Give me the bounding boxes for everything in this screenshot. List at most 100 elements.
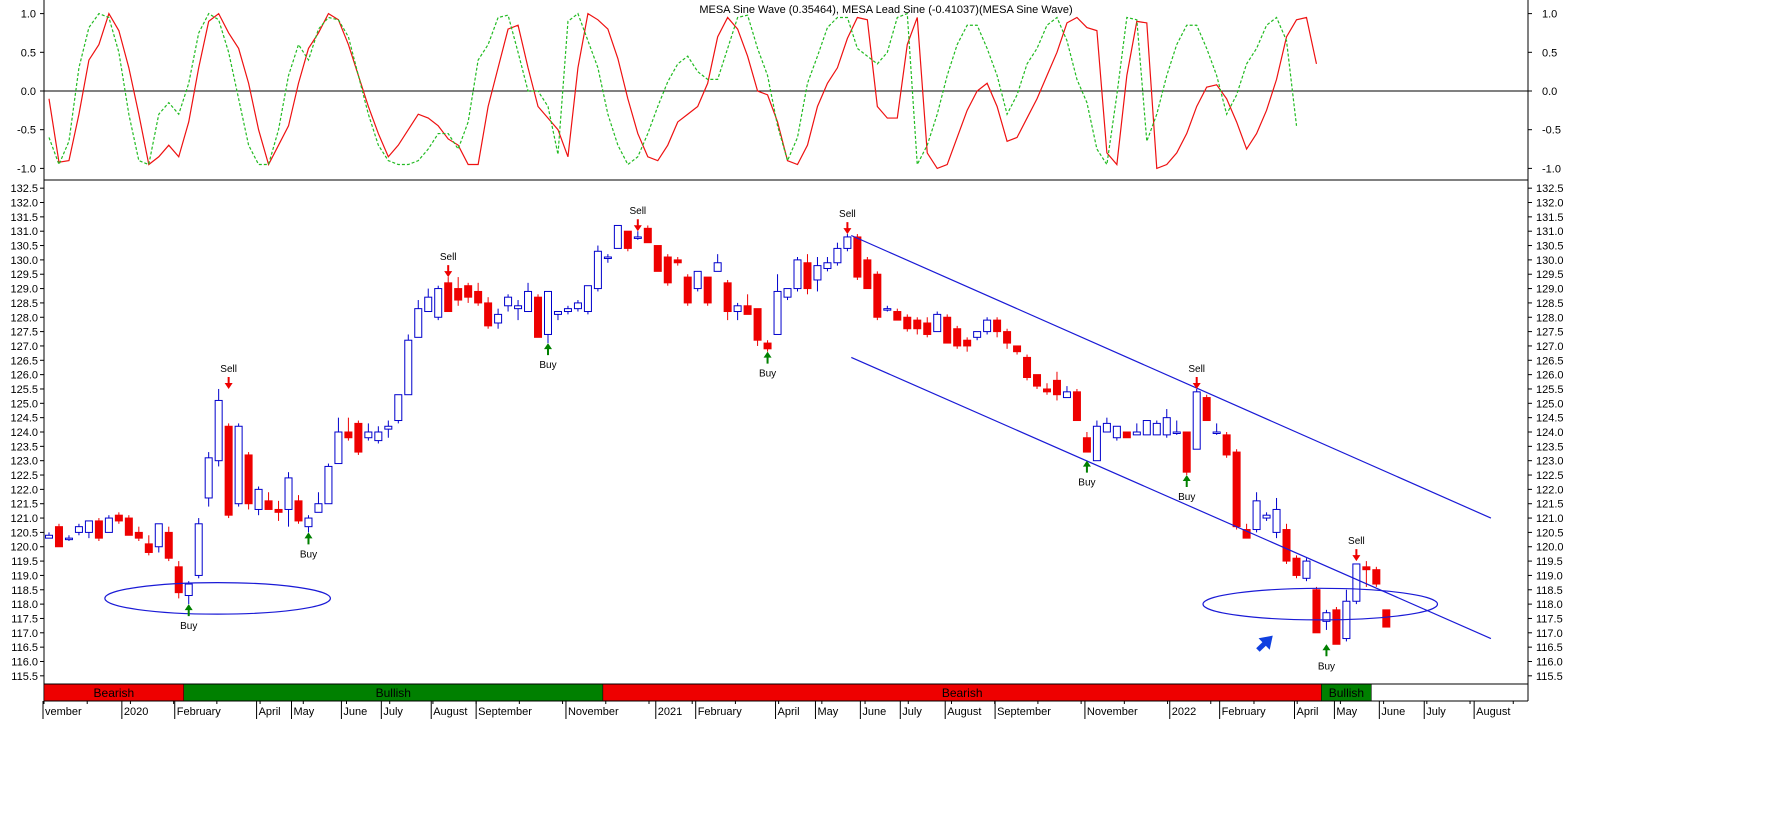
candle-down: [1033, 374, 1042, 387]
price-right-tick-label: 126.5: [1536, 355, 1564, 367]
sell-signal-label: Sell: [1348, 536, 1365, 547]
candle-up: [833, 247, 842, 264]
candle-down: [1003, 331, 1012, 344]
x-tick-label: May: [1336, 706, 1357, 718]
candle-down: [294, 500, 303, 522]
candle-down: [534, 296, 543, 338]
buy-signal-label: Buy: [1078, 478, 1095, 489]
candle-up: [1152, 422, 1161, 436]
candle-up: [1262, 514, 1271, 519]
candle-down: [114, 514, 123, 522]
candle-down: [943, 316, 952, 344]
sell-arrow-icon: [843, 222, 852, 235]
candle-up: [1162, 417, 1171, 436]
candle-up: [84, 520, 93, 533]
candle-down: [1043, 388, 1051, 393]
x-tick-label: February: [698, 706, 743, 718]
price-left-tick-label: 131.0: [10, 226, 38, 238]
candle-down: [224, 425, 233, 516]
price-left-tick-label: 128.0: [10, 312, 38, 324]
candle-up: [793, 259, 802, 290]
candle-down: [134, 531, 143, 539]
price-right-tick-label: 124.5: [1536, 413, 1564, 425]
price-right-tick-label: 118.0: [1536, 599, 1563, 611]
candle-down: [913, 319, 922, 330]
x-tick-label: July: [1426, 706, 1446, 718]
candle-down: [623, 230, 632, 249]
price-right-tick-label: 132.0: [1536, 198, 1564, 210]
candle-down: [1332, 609, 1341, 645]
buy-arrow-icon: [1322, 644, 1331, 657]
price-left-tick-label: 117.0: [11, 628, 38, 640]
candle-up: [603, 256, 612, 260]
buy-signal-label: Buy: [300, 549, 317, 560]
x-tick-label: April: [259, 706, 281, 718]
price-left-tick-label: 129.0: [10, 284, 38, 296]
candle-up: [1112, 425, 1121, 439]
candle-down: [723, 282, 732, 313]
candle-down: [643, 227, 652, 244]
osc-left-tick-label: 1.0: [21, 9, 36, 21]
x-tick-label: November: [568, 706, 619, 718]
candle-down: [1282, 529, 1291, 562]
candle-down: [474, 290, 483, 304]
x-tick-label: April: [1297, 706, 1319, 718]
candle-up: [1212, 431, 1221, 434]
price-left-tick-label: 132.0: [10, 198, 38, 210]
price-left-tick-label: 126.5: [10, 355, 38, 367]
price-left-tick-label: 118.5: [11, 585, 38, 597]
price-left-tick-label: 124.5: [10, 413, 38, 425]
osc-right-tick-label: -1.0: [1542, 163, 1561, 175]
sell-arrow-icon: [1352, 549, 1361, 562]
sell-signal-label: Sell: [629, 206, 646, 217]
x-tick-label: September: [997, 706, 1051, 718]
candle-up: [324, 465, 333, 505]
candle-down: [144, 543, 153, 553]
candle-up: [1172, 431, 1181, 434]
price-right-tick-label: 116.5: [1536, 642, 1563, 654]
candle-down: [653, 245, 662, 272]
candle-down: [1082, 437, 1091, 453]
price-right-tick-label: 129.5: [1536, 269, 1564, 281]
buy-arrow-icon: [763, 351, 772, 364]
buy-arrow-icon: [1182, 475, 1191, 488]
candle-up: [733, 305, 742, 313]
osc-left-tick-label: 0.0: [21, 86, 36, 98]
x-tick-label: June: [862, 706, 886, 718]
candle-up: [973, 331, 982, 338]
price-right-tick-label: 127.5: [1536, 327, 1564, 339]
channel-lower-line: [851, 356, 1492, 640]
candle-up: [1062, 391, 1071, 399]
price-left-tick-label: 131.5: [10, 212, 38, 224]
x-tick-label: July: [902, 706, 922, 718]
price-right-tick-label: 121.0: [1536, 513, 1564, 525]
candle-up: [254, 488, 263, 510]
x-tick-label: 2020: [124, 706, 148, 718]
price-left-tick-label: 119.0: [11, 570, 38, 582]
x-tick-label: November: [1087, 706, 1138, 718]
candle-down: [673, 259, 682, 264]
price-left-tick-label: 126.0: [10, 370, 38, 382]
mesa-lead-sine-line: [48, 12, 1298, 167]
price-right-tick-label: 131.0: [1536, 226, 1564, 238]
candle-up: [414, 308, 423, 338]
x-tick-label: May: [817, 706, 838, 718]
highlight-ellipse: [104, 581, 332, 615]
price-left-tick-label: 117.5: [11, 613, 38, 625]
x-tick-label: February: [177, 706, 222, 718]
candle-up: [1092, 425, 1101, 462]
x-tick-label: June: [343, 706, 367, 718]
sell-signal-label: Sell: [1188, 364, 1205, 375]
candle-down: [683, 276, 692, 304]
candle-up: [364, 431, 373, 439]
candle-up: [933, 313, 942, 333]
candle-down: [1122, 431, 1131, 439]
candle-up: [633, 236, 642, 239]
price-left-tick-label: 123.0: [10, 456, 38, 468]
price-left-tick-label: 118.0: [11, 599, 38, 611]
candle-up: [1142, 420, 1151, 436]
candle-up: [1302, 560, 1311, 579]
price-left-tick-label: 129.5: [10, 269, 38, 281]
